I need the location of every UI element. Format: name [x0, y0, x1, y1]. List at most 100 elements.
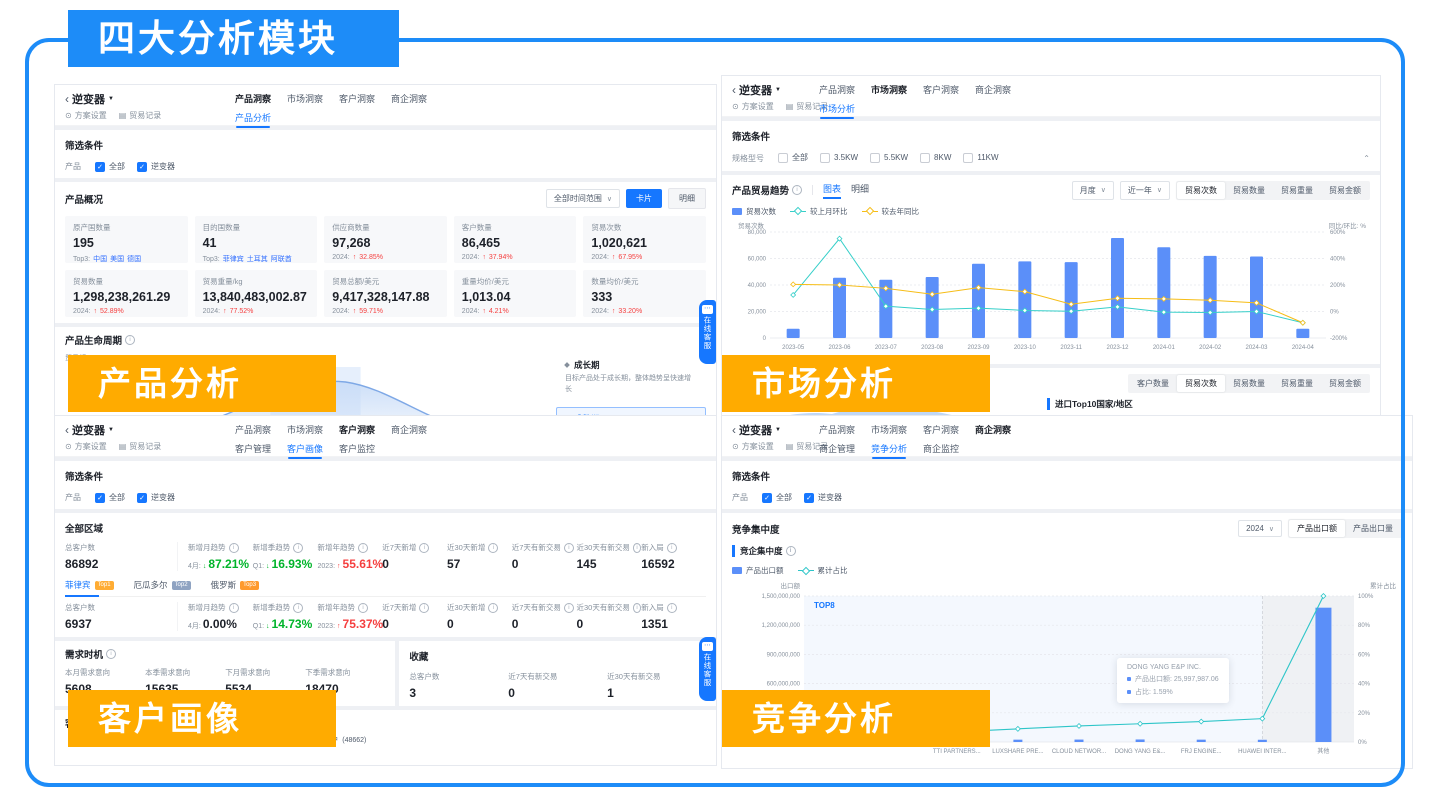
lifecycle-stage-card[interactable]: 成熟期目标产品处于成熟期，整体趋势呈平稳增长 [556, 407, 706, 416]
sub-tab[interactable]: 客户监控 [339, 444, 376, 454]
back-icon[interactable] [732, 83, 736, 97]
checkbox-option[interactable]: 全部 [762, 492, 792, 503]
info-icon[interactable] [488, 602, 499, 613]
main-tab[interactable]: 产品洞察 [819, 425, 856, 435]
sub-tab[interactable]: 市场分析 [819, 102, 855, 119]
country-tab[interactable]: 俄罗斯 Top3 [211, 579, 260, 591]
info-icon[interactable] [293, 542, 304, 553]
scheme-setting-link[interactable]: 方案设置 [732, 441, 774, 452]
online-service-button[interactable]: 在线客服 [699, 300, 716, 364]
top-country-link[interactable]: 德国 [127, 256, 142, 263]
scheme-setting-link[interactable]: 方案设置 [65, 441, 107, 452]
main-tab[interactable]: 市场洞察 [287, 94, 324, 104]
sub-tab[interactable]: 商企管理 [819, 444, 856, 454]
info-icon[interactable] [666, 602, 677, 613]
sub-tab[interactable]: 商企监控 [923, 444, 960, 454]
checkbox-option[interactable]: 逆变器 [804, 492, 842, 503]
main-tab[interactable]: 市场洞察 [871, 425, 908, 435]
online-service-button[interactable]: 在线客服 [699, 637, 716, 701]
metric-button[interactable]: 贸易次数 [1177, 374, 1225, 392]
info-icon[interactable] [419, 602, 430, 613]
metric-button[interactable]: 贸易数量 [1233, 185, 1265, 195]
main-tab[interactable]: 客户洞察 [923, 425, 960, 435]
sub-tab[interactable]: 产品分析 [235, 111, 271, 128]
trade-record-link[interactable]: 贸易记录 [786, 101, 828, 112]
main-tab[interactable]: 商企洞察 [391, 425, 428, 435]
info-icon[interactable] [293, 602, 304, 613]
checkbox-option[interactable]: 逆变器 [137, 492, 175, 503]
checkbox-option[interactable]: 5.5KW [870, 152, 908, 163]
trade-record-link[interactable]: 贸易记录 [119, 441, 161, 452]
main-tab[interactable]: 客户洞察 [923, 85, 960, 95]
back-icon[interactable] [65, 92, 69, 106]
info-icon[interactable] [358, 602, 368, 613]
card-view-button[interactable]: 卡片 [626, 189, 662, 208]
top-country-link[interactable]: 土耳其 [246, 256, 268, 263]
product-selector[interactable]: 逆变器 [72, 94, 105, 106]
metric-button[interactable]: 贸易金额 [1329, 185, 1361, 195]
top-country-link[interactable]: 菲律宾 [222, 256, 244, 263]
checkbox-option[interactable]: 3.5KW [820, 152, 858, 163]
metric-button[interactable]: 产品出口量 [1353, 524, 1393, 533]
main-tab[interactable]: 产品洞察 [819, 85, 856, 95]
info-icon[interactable] [488, 542, 499, 553]
info-icon[interactable] [106, 649, 117, 659]
info-icon[interactable] [228, 602, 239, 613]
main-tab[interactable]: 商企洞察 [975, 425, 1012, 435]
scheme-setting-link[interactable]: 方案设置 [732, 101, 774, 112]
trade-record-link[interactable]: 贸易记录 [119, 110, 161, 121]
main-tab[interactable]: 市场洞察 [287, 425, 324, 435]
sub-tab[interactable]: 客户管理 [235, 444, 272, 454]
range-select[interactable]: 近一年 [1119, 180, 1170, 200]
legend-item[interactable]: 累计占比 [797, 565, 848, 576]
info-icon[interactable] [792, 185, 803, 195]
legend-item[interactable]: 较去年同比 [861, 206, 919, 217]
info-icon[interactable] [785, 546, 796, 556]
back-icon[interactable] [732, 423, 736, 437]
product-selector[interactable]: 逆变器 [739, 85, 772, 97]
sub-tab[interactable]: 客户画像 [287, 442, 323, 459]
info-icon[interactable] [563, 542, 574, 553]
main-tab[interactable]: 客户洞察 [339, 94, 376, 104]
checkbox-option[interactable]: 全部 [95, 492, 125, 503]
top-country-link[interactable]: 中国 [93, 256, 108, 263]
checkbox-option[interactable]: 全部 [778, 152, 808, 163]
checkbox-option[interactable]: 11KW [963, 152, 999, 163]
info-icon[interactable] [228, 542, 239, 553]
trade-record-link[interactable]: 贸易记录 [786, 441, 828, 452]
chart-view-tab[interactable]: 图表 [823, 182, 842, 199]
lifecycle-stage-card[interactable]: 成长期 目标产品处于成长期，整体趋势呈快速增长 [556, 353, 706, 401]
country-tab[interactable]: 菲律宾 Top1 [65, 579, 114, 597]
main-tab[interactable]: 产品洞察 [235, 94, 272, 104]
scheme-setting-link[interactable]: 方案设置 [65, 110, 107, 121]
top-country-link[interactable]: 阿联酋 [270, 256, 292, 263]
info-icon[interactable] [666, 542, 677, 553]
metric-button[interactable]: 贸易次数 [1177, 181, 1225, 199]
checkbox-option[interactable]: 8KW [920, 152, 951, 163]
info-icon[interactable] [419, 542, 430, 553]
main-tab[interactable]: 市场洞察 [871, 85, 908, 95]
info-icon[interactable] [358, 542, 368, 553]
metric-button[interactable]: 产品出口额 [1289, 520, 1345, 537]
main-tab[interactable]: 商企洞察 [391, 94, 428, 104]
info-icon[interactable] [632, 602, 642, 613]
country-tab[interactable]: 厄瓜多尔 Top2 [134, 579, 191, 591]
top-country-link[interactable]: 美国 [110, 256, 125, 263]
time-range-select[interactable]: 全部时间范围 [545, 189, 620, 208]
info-icon[interactable] [563, 602, 574, 613]
period-select[interactable]: 月度 [1071, 180, 1114, 200]
main-tab[interactable]: 产品洞察 [235, 425, 272, 435]
metric-button[interactable]: 贸易金额 [1329, 378, 1361, 388]
product-selector[interactable]: 逆变器 [739, 425, 772, 437]
collapse-icon[interactable] [1363, 154, 1370, 163]
sub-tab[interactable]: 竞争分析 [871, 442, 907, 459]
main-tab[interactable]: 客户洞察 [339, 425, 376, 435]
detail-view-button[interactable]: 明细 [668, 188, 706, 209]
checkbox-option[interactable]: 全部 [95, 161, 125, 172]
year-select[interactable]: 2024 [1238, 520, 1282, 537]
info-icon[interactable] [632, 542, 642, 553]
legend-item[interactable]: 贸易次数 [732, 206, 776, 217]
back-icon[interactable] [65, 423, 69, 437]
product-selector[interactable]: 逆变器 [72, 425, 105, 437]
metric-button[interactable]: 贸易重量 [1281, 378, 1313, 388]
